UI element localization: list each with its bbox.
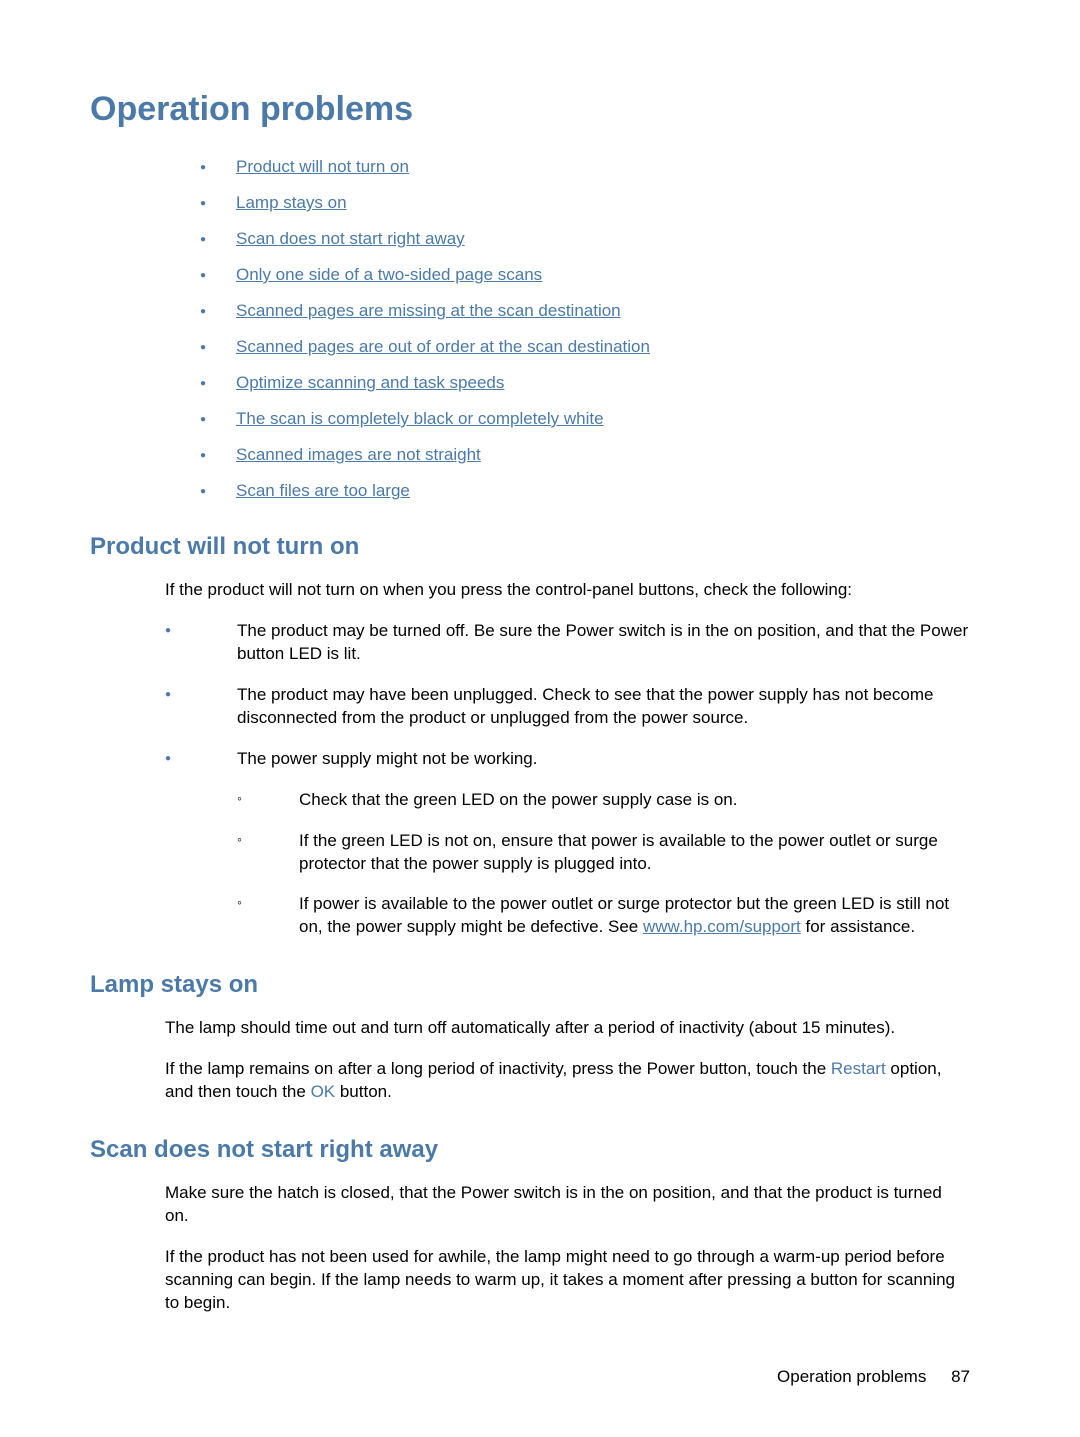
support-link[interactable]: www.hp.com/support — [643, 917, 801, 936]
footer-page-number: 87 — [951, 1367, 970, 1386]
list-item: The product may have been unplugged. Che… — [165, 684, 970, 730]
section-heading-scan-not-start: Scan does not start right away — [90, 1136, 970, 1164]
section-heading-product-not-on: Product will not turn on — [90, 533, 970, 561]
ui-term-ok: OK — [311, 1082, 336, 1101]
toc-item: Scan does not start right away — [200, 229, 970, 249]
toc-item: Only one side of a two-sided page scans — [200, 265, 970, 285]
text-fragment: If the lamp remains on after a long peri… — [165, 1059, 831, 1078]
toc-link-one-side-scan[interactable]: Only one side of a two-sided page scans — [236, 265, 542, 284]
list-item-text: The power supply might not be working. — [237, 749, 538, 768]
list-item: Check that the green LED on the power su… — [237, 789, 970, 812]
ui-term-restart: Restart — [831, 1059, 886, 1078]
section3-p2: If the product has not been used for awh… — [165, 1246, 970, 1315]
toc-item: Lamp stays on — [200, 193, 970, 213]
toc-item: Scanned images are not straight — [200, 445, 970, 465]
toc-item: Product will not turn on — [200, 157, 970, 177]
toc-item: Optimize scanning and task speeds — [200, 373, 970, 393]
toc-link-pages-missing[interactable]: Scanned pages are missing at the scan de… — [236, 301, 621, 320]
page-title: Operation problems — [90, 90, 970, 129]
list-item: The product may be turned off. Be sure t… — [165, 620, 970, 666]
section2-p2: If the lamp remains on after a long peri… — [165, 1058, 970, 1104]
text-fragment: for assistance. — [801, 917, 915, 936]
toc-item: Scanned pages are missing at the scan de… — [200, 301, 970, 321]
section3-p1: Make sure the hatch is closed, that the … — [165, 1182, 970, 1228]
section1-intro: If the product will not turn on when you… — [165, 579, 970, 602]
toc-item: Scan files are too large — [200, 481, 970, 501]
toc-link-black-or-white[interactable]: The scan is completely black or complete… — [236, 409, 604, 428]
document-page: Operation problems Product will not turn… — [0, 0, 1080, 1437]
section1-list: The product may be turned off. Be sure t… — [165, 620, 970, 939]
section1-sublist: Check that the green LED on the power su… — [237, 789, 970, 940]
toc-item: The scan is completely black or complete… — [200, 409, 970, 429]
text-fragment: button. — [335, 1082, 392, 1101]
toc-list: Product will not turn on Lamp stays on S… — [90, 157, 970, 501]
toc-link-optimize-speeds[interactable]: Optimize scanning and task speeds — [236, 373, 504, 392]
toc-link-lamp-stays-on[interactable]: Lamp stays on — [236, 193, 347, 212]
list-item: The power supply might not be working. C… — [165, 748, 970, 940]
section2-p1: The lamp should time out and turn off au… — [165, 1017, 970, 1040]
toc-link-files-too-large[interactable]: Scan files are too large — [236, 481, 410, 500]
footer-label: Operation problems — [777, 1367, 926, 1386]
toc-link-not-straight[interactable]: Scanned images are not straight — [236, 445, 481, 464]
toc-link-product-not-on[interactable]: Product will not turn on — [236, 157, 409, 176]
toc-link-pages-out-of-order[interactable]: Scanned pages are out of order at the sc… — [236, 337, 650, 356]
section-heading-lamp-stays-on: Lamp stays on — [90, 971, 970, 999]
page-footer: Operation problems 87 — [777, 1367, 970, 1387]
list-item: If power is available to the power outle… — [237, 893, 970, 939]
list-item: If the green LED is not on, ensure that … — [237, 830, 970, 876]
toc-item: Scanned pages are out of order at the sc… — [200, 337, 970, 357]
toc-link-scan-not-start[interactable]: Scan does not start right away — [236, 229, 465, 248]
